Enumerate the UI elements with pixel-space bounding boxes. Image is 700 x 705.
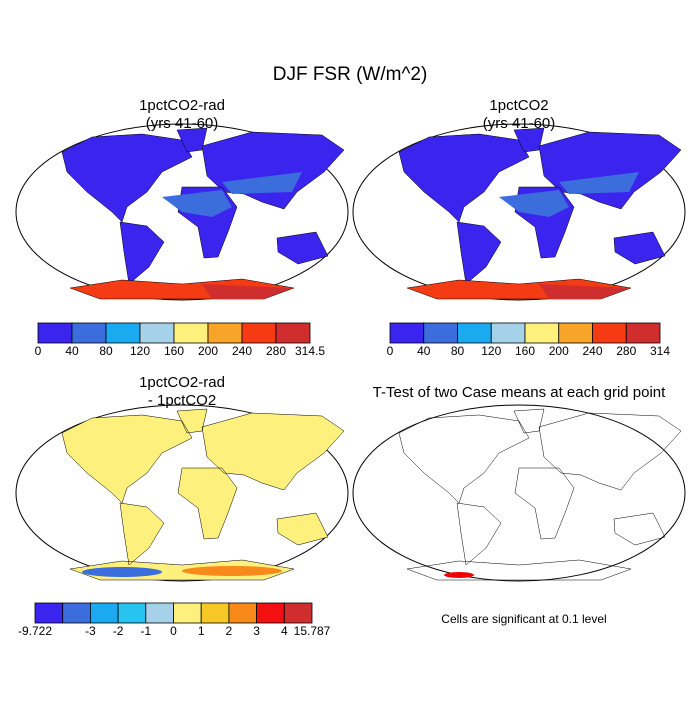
colorbar-box (90, 602, 119, 624)
colorbar-label: 280 (266, 344, 286, 358)
colorbar-label: 280 (616, 344, 636, 358)
map-panel (352, 404, 686, 582)
map-panel (352, 123, 686, 301)
colorbar-label: 2 (226, 624, 233, 638)
colorbar-box (105, 322, 141, 344)
colorbar-label: 240 (582, 344, 602, 358)
colorbar-box (524, 322, 560, 344)
colorbar-box (139, 322, 175, 344)
panel-title: 1pctCO2-rad (139, 374, 225, 391)
colorbar-label: 200 (549, 344, 569, 358)
colorbar-box (241, 322, 277, 344)
colorbar-label: 120 (481, 344, 501, 358)
colorbar-label: 1 (198, 624, 205, 638)
colorbar-label: -3 (85, 624, 96, 638)
colorbar-label: 80 (451, 344, 465, 358)
colorbar-label: 240 (232, 344, 252, 358)
colorbar-box (37, 322, 73, 344)
colorbar-label: 80 (99, 344, 113, 358)
colorbar-box (173, 602, 202, 624)
colorbar-box (558, 322, 593, 344)
colorbar-label: 160 (515, 344, 535, 358)
colorbar-box (592, 322, 627, 344)
colorbar-box (34, 602, 64, 624)
colorbar-box (283, 602, 313, 624)
panel-title: 1pctCO2 (489, 97, 548, 114)
colorbar-box (207, 322, 243, 344)
colorbar-box (457, 322, 492, 344)
colorbar-box (145, 602, 174, 624)
map-panel (15, 123, 349, 301)
colorbar-box (275, 322, 311, 344)
colorbar-label: 314.5 (295, 344, 325, 358)
colorbar-box (200, 602, 230, 624)
panel-title: 1pctCO2-rad (139, 97, 225, 114)
colorbar-box (256, 602, 285, 624)
colorbar-label: 160 (164, 344, 184, 358)
colorbar-box (62, 602, 91, 624)
colorbar-label: 4 (281, 624, 288, 638)
colorbar-label: 0 (387, 344, 394, 358)
panel-title: T-Test of two Case means at each grid po… (373, 384, 666, 401)
note: Cells are significant at 0.1 level (441, 612, 606, 626)
colorbar-box (389, 322, 425, 344)
map-panel (15, 404, 349, 582)
panel-title: (yrs 41-60) (146, 115, 219, 132)
colorbar-box (173, 322, 209, 344)
colorbar-label: 40 (65, 344, 79, 358)
colorbar-box (423, 322, 458, 344)
panel-title: (yrs 41-60) (483, 115, 556, 132)
colorbar-label: 314 (650, 344, 670, 358)
colorbar-box (490, 322, 526, 344)
colorbar-label: 120 (130, 344, 150, 358)
colorbar-label: -1 (140, 624, 151, 638)
colorbar-box (228, 602, 257, 624)
colorbar-label: -2 (113, 624, 124, 638)
colorbar-label: 0 (170, 624, 177, 638)
colorbar-box (625, 322, 661, 344)
colorbar-label: 15.787 (294, 624, 331, 638)
colorbar-label: 3 (253, 624, 260, 638)
colorbar-label: 0 (35, 344, 42, 358)
colorbar-label: 200 (198, 344, 218, 358)
panel-title: - 1pctCO2 (148, 392, 216, 409)
colorbar-box (117, 602, 147, 624)
figure-title: DJF FSR (W/m^2) (273, 64, 428, 85)
colorbar-label: 40 (417, 344, 431, 358)
colorbar-label: -9.722 (18, 624, 52, 638)
colorbar-box (71, 322, 107, 344)
